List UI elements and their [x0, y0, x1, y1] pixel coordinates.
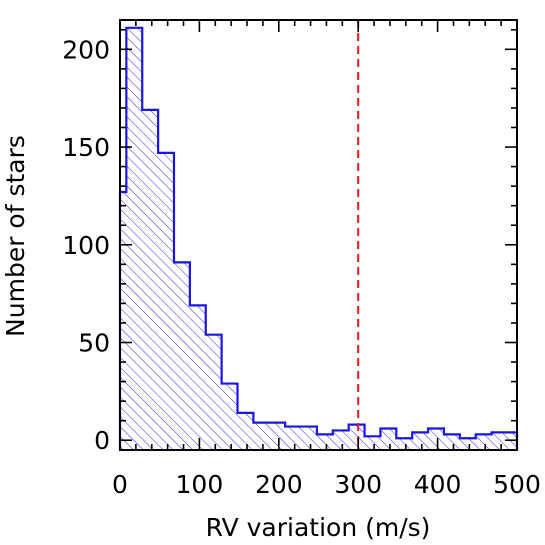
histogram-bar-9: [253, 422, 286, 450]
histogram-bar-4: [173, 262, 190, 450]
x-tick-label-4: 400: [414, 470, 462, 499]
y-tick-label-4: 200: [62, 35, 110, 64]
histogram-bar-22: [491, 432, 517, 450]
histogram-bar-6: [205, 334, 222, 450]
histogram-bar-12: [332, 430, 349, 450]
histogram-outline: [118, 26, 519, 450]
histogram-bar-16: [396, 438, 413, 450]
histogram-bar-10: [285, 426, 317, 450]
x-tick-label-2: 200: [255, 470, 303, 499]
plot-area: [118, 20, 519, 451]
x-tick-label-1: 100: [176, 470, 224, 499]
histogram-bar-14: [364, 436, 381, 450]
histogram-bar-3: [158, 152, 174, 450]
histogram-bar-19: [443, 434, 460, 450]
histogram-bar-13: [348, 424, 365, 450]
histogram-bar-20: [459, 438, 476, 450]
histogram-bar-2: [142, 109, 159, 450]
histogram-bar-15: [380, 428, 397, 450]
histogram-bar-5: [189, 305, 206, 450]
y-tick-label-0: 0: [94, 426, 110, 455]
histogram-bar-17: [412, 432, 429, 450]
x-tick-label-3: 300: [334, 470, 382, 499]
x-tick-label-5: 500: [493, 470, 541, 499]
y-axis-title: Number of stars: [1, 135, 30, 337]
y-tick-label-2: 100: [62, 231, 110, 260]
axes-frame: [119, 19, 518, 451]
histogram-bar-8: [237, 412, 254, 450]
histogram-bar-18: [428, 428, 444, 450]
x-axis-title: RV variation (m/s): [206, 513, 431, 542]
histogram-bar-21: [475, 434, 492, 450]
y-tick-label-1: 50: [78, 329, 110, 358]
x-tick-label-0: 0: [112, 470, 128, 499]
histogram-bar-1: [126, 27, 143, 451]
y-tick-label-3: 150: [62, 133, 110, 162]
histogram-bar-0: [120, 192, 127, 450]
histogram-bar-7: [221, 383, 238, 450]
tick-labels: 0 100 200 300 400 500 0 50 100 150 200: [62, 35, 541, 499]
histogram-bar-11: [316, 434, 333, 450]
axes: [119, 19, 518, 451]
